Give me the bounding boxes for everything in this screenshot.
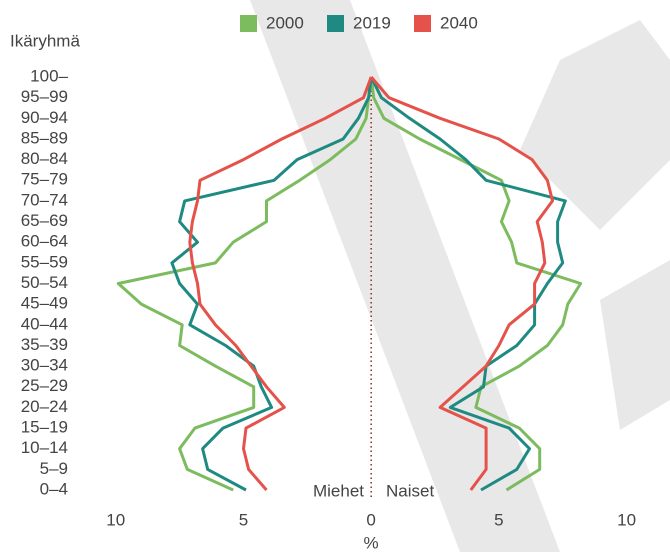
y-tick-label: 45–49 xyxy=(21,294,68,313)
y-tick-label: 65–69 xyxy=(21,211,68,230)
legend-label: 2000 xyxy=(266,13,304,32)
legend-swatch xyxy=(327,15,344,32)
y-tick-label: 90–94 xyxy=(21,108,68,127)
y-axis-label: Ikäryhmä xyxy=(10,31,80,50)
line-men xyxy=(188,76,373,491)
x-tick-label: 5 xyxy=(239,510,248,529)
y-tick-label: 75–79 xyxy=(21,170,68,189)
legend-label: 2019 xyxy=(353,13,391,32)
x-tick-label: 0 xyxy=(366,510,375,529)
watermark xyxy=(250,0,670,552)
y-tick-label: 50–54 xyxy=(21,273,68,292)
y-tick-label: 15–19 xyxy=(21,418,68,437)
y-tick-label: 55–59 xyxy=(21,252,68,271)
line-women xyxy=(369,76,583,492)
legend-swatch xyxy=(240,15,257,32)
y-tick-label: 20–24 xyxy=(21,397,68,416)
y-tick-label: 100– xyxy=(30,66,68,85)
y-tick-label: 40–44 xyxy=(21,314,68,333)
side-label: Miehet xyxy=(313,481,364,500)
y-tick-label: 70–74 xyxy=(21,190,68,209)
y-tick-label: 60–64 xyxy=(21,232,68,251)
line-women xyxy=(369,76,567,492)
y-tick-label: 95–99 xyxy=(21,87,68,106)
side-label: Naiset xyxy=(386,481,434,500)
y-tick-label: 5–9 xyxy=(40,459,68,478)
y-tick-label: 10–14 xyxy=(21,438,68,457)
line-men xyxy=(116,76,373,492)
x-tick-label: 10 xyxy=(106,510,125,529)
x-tick-label: 10 xyxy=(617,510,636,529)
y-tick-label: 80–84 xyxy=(21,149,68,168)
y-tick-label: 30–34 xyxy=(21,356,68,375)
x-tick-label: 5 xyxy=(494,510,503,529)
line-men xyxy=(170,76,373,492)
y-tick-label: 0–4 xyxy=(40,479,68,498)
y-tick-label: 35–39 xyxy=(21,335,68,354)
x-axis-label: % xyxy=(363,533,378,552)
y-tick-label: 85–89 xyxy=(21,128,68,147)
line-women xyxy=(370,76,554,491)
legend-swatch xyxy=(414,15,431,32)
y-tick-label: 25–29 xyxy=(21,376,68,395)
legend-label: 2040 xyxy=(440,13,478,32)
